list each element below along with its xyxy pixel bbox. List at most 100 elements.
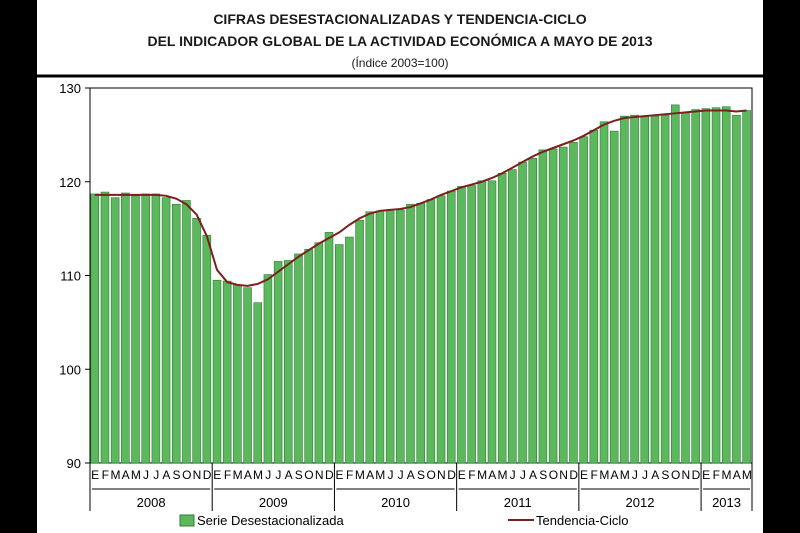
bar-46 — [559, 146, 568, 464]
chart-subtitle: (Índice 2003=100) — [351, 55, 448, 70]
x-month-label-6: J — [153, 468, 159, 482]
x-month-label-13: F — [224, 468, 231, 482]
bar-64 — [742, 110, 751, 464]
x-month-label-40: M — [497, 468, 507, 482]
bar-3 — [121, 192, 130, 464]
x-month-label-59: D — [692, 468, 701, 482]
x-month-label-0: E — [91, 468, 99, 482]
x-month-label-19: A — [285, 468, 293, 482]
x-month-label-36: E — [458, 468, 466, 482]
bar-60 — [701, 108, 711, 464]
bar-26 — [355, 219, 364, 464]
bar-21 — [304, 248, 313, 464]
bar-10 — [192, 218, 201, 464]
chart-title-line-2: DEL INDICADOR GLOBAL DE LA ACTIVIDAD ECO… — [147, 32, 652, 49]
x-month-label-25: F — [346, 468, 353, 482]
x-month-label-8: S — [173, 468, 181, 482]
bar-37 — [467, 185, 476, 464]
bar-13 — [222, 280, 232, 464]
x-month-label-31: A — [407, 468, 415, 482]
x-month-label-37: F — [468, 468, 475, 482]
x-month-label-2: M — [110, 468, 120, 482]
x-year-label-2010: 2010 — [381, 495, 410, 510]
bar-23 — [324, 232, 334, 464]
bar-15 — [243, 287, 252, 464]
bar-22 — [314, 242, 324, 464]
y-tick-label-0: 90 — [67, 456, 81, 471]
bar-25 — [345, 236, 354, 464]
x-month-label-20: S — [295, 468, 303, 482]
bar-14 — [233, 284, 242, 464]
legend-line-label: Tendencia-Ciclo — [536, 513, 629, 528]
trend-line-series — [94, 109, 747, 287]
x-month-label-26: M — [355, 468, 365, 482]
x-month-label-28: M — [375, 468, 385, 482]
x-month-label-63: A — [733, 468, 741, 482]
bar-52 — [620, 115, 629, 464]
y-tick-label-2: 110 — [60, 269, 81, 284]
bar-8 — [171, 203, 181, 464]
bar-39 — [487, 180, 497, 464]
x-month-label-57: O — [671, 468, 680, 482]
x-month-label-21: O — [304, 468, 313, 482]
bar-18 — [273, 261, 283, 464]
bar-42 — [518, 161, 527, 464]
x-month-label-22: N — [315, 468, 324, 482]
x-month-label-27: A — [366, 468, 374, 482]
bar-47 — [569, 142, 578, 464]
bar-56 — [660, 114, 670, 464]
x-month-label-24: E — [336, 468, 344, 482]
bar-33 — [426, 199, 436, 464]
chart-title-line-1: CIFRAS DESESTACIONALIZADAS Y TENDENCIA-C… — [213, 11, 586, 27]
x-month-label-16: M — [253, 468, 263, 482]
y-axis: 90 100 110 120 130 — [59, 81, 90, 471]
bar-59 — [691, 109, 700, 464]
bar-2 — [110, 197, 120, 464]
y-tick-label-1: 100 — [59, 362, 81, 377]
bar-20 — [294, 253, 303, 464]
x-month-label-38: M — [477, 468, 487, 482]
bar-63 — [732, 114, 741, 464]
bar-1 — [100, 191, 110, 464]
bar-19 — [284, 260, 293, 464]
y-tick-label-4: 130 — [59, 81, 81, 96]
x-month-label-15: A — [244, 468, 252, 482]
x-month-label-11: D — [203, 468, 212, 482]
bar-34 — [436, 195, 446, 464]
x-month-label-54: J — [642, 468, 648, 482]
x-month-label-45: O — [549, 468, 558, 482]
x-month-label-56: S — [661, 468, 669, 482]
x-month-label-34: N — [437, 468, 446, 482]
x-month-label-5: J — [143, 468, 149, 482]
x-month-label-52: M — [620, 468, 630, 482]
x-year-label-2012: 2012 — [626, 495, 655, 510]
bar-27 — [365, 211, 375, 464]
x-month-label-61: F — [713, 468, 720, 482]
bar-16 — [253, 302, 263, 464]
x-month-label-3: A — [122, 468, 130, 482]
bar-40 — [497, 173, 507, 464]
bar-12 — [212, 279, 222, 464]
bar-30 — [396, 209, 405, 464]
bar-57 — [671, 104, 680, 464]
bar-5 — [141, 193, 150, 464]
bar-35 — [446, 190, 456, 464]
x-month-label-62: M — [722, 468, 732, 482]
x-month-label-48: E — [580, 468, 588, 482]
x-month-label-50: M — [599, 468, 609, 482]
x-month-label-64: M — [742, 468, 752, 482]
x-month-label-44: S — [539, 468, 547, 482]
bar-50 — [599, 121, 609, 464]
x-month-label-7: A — [162, 468, 170, 482]
bar-43 — [528, 158, 537, 464]
bar-17 — [263, 274, 273, 464]
x-month-label-60: E — [702, 468, 710, 482]
x-month-label-49: F — [590, 468, 597, 482]
x-month-label-53: J — [632, 468, 638, 482]
bar-28 — [375, 210, 385, 464]
x-month-label-32: S — [417, 468, 425, 482]
bar-44 — [538, 149, 548, 464]
x-month-label-35: D — [447, 468, 456, 482]
